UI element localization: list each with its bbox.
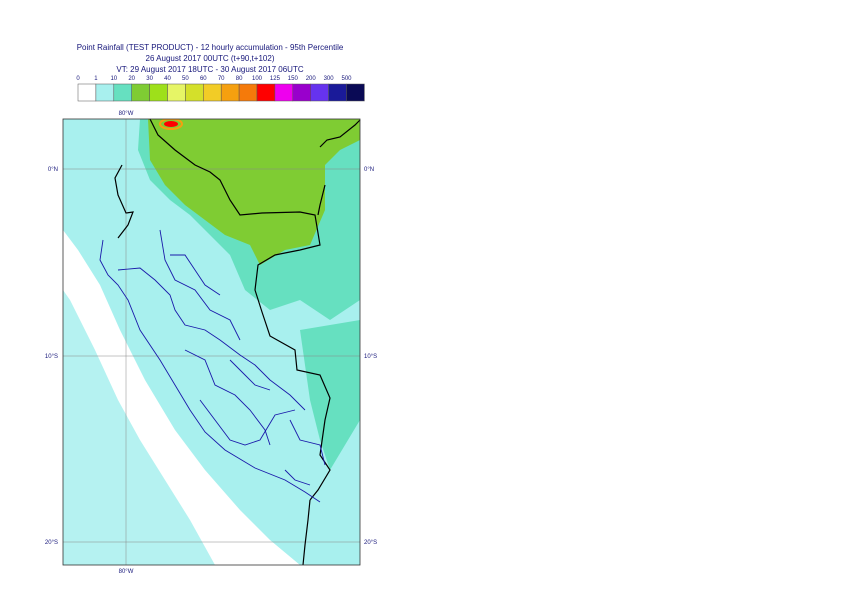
rain-band-10-20-east [300, 320, 360, 470]
legend-tick-label: 150 [288, 76, 299, 82]
color-legend: 0 1 10 20 30 40 50 60 70 80 100 125 150 200 300 500 [76, 76, 365, 102]
lat-label-left-0: 0°N [48, 167, 58, 173]
legend-tick-label: 70 [218, 76, 225, 82]
legend-tick-label: 1 [94, 76, 98, 82]
chart-subtitle-validity: VT: 29 August 2017 18UTC - 30 August 201… [116, 65, 304, 74]
legend-tick-label: 50 [182, 76, 189, 82]
rain-band-offshore [63, 290, 215, 565]
legend-tick-label: 60 [200, 76, 207, 82]
legend-tick-label: 300 [324, 76, 335, 82]
rain-band-20-30 [148, 119, 360, 265]
chart-subtitle-run: 26 August 2017 00UTC (t+90,t+102) [145, 54, 275, 63]
lat-label-left-20: 20°S [45, 540, 58, 546]
lon-label-top: 80°W [119, 111, 134, 117]
rain-peak-halo [159, 119, 183, 130]
lat-label-left-10: 10°S [45, 354, 58, 360]
admin-boundaries [99, 229, 326, 503]
legend-tick-label: 30 [146, 76, 153, 82]
map-frame [62, 118, 361, 566]
graticule [63, 119, 360, 565]
lon-label-bottom: 80°W [119, 569, 134, 575]
legend-tick-label: 200 [306, 76, 317, 82]
legend-tick-label: 80 [236, 76, 243, 82]
chart-title: Point Rainfall (TEST PRODUCT) - 12 hourl… [76, 43, 344, 52]
legend-tick-label: 10 [110, 76, 117, 82]
legend-tick-label: 20 [128, 76, 135, 82]
lat-label-right-20: 20°S [364, 540, 377, 546]
country-borders [114, 118, 361, 566]
legend-tick-label: 40 [164, 76, 171, 82]
legend-swatch [346, 83, 365, 102]
lat-label-right-10: 10°S [364, 354, 377, 360]
legend-tick-label: 500 [341, 76, 352, 82]
legend-tick-label: 100 [252, 76, 263, 82]
rain-peak [164, 121, 178, 127]
legend-tick-label: 0 [76, 76, 80, 82]
lat-label-right-0: 0°N [364, 167, 374, 173]
legend-tick-label: 125 [270, 76, 281, 82]
